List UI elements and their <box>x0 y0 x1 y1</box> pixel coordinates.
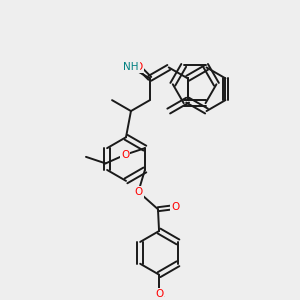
Text: O: O <box>134 187 142 197</box>
Text: O: O <box>121 150 129 160</box>
Text: O: O <box>171 202 180 212</box>
Text: NH: NH <box>123 62 139 72</box>
Text: O: O <box>135 62 143 72</box>
Text: O: O <box>155 289 163 299</box>
